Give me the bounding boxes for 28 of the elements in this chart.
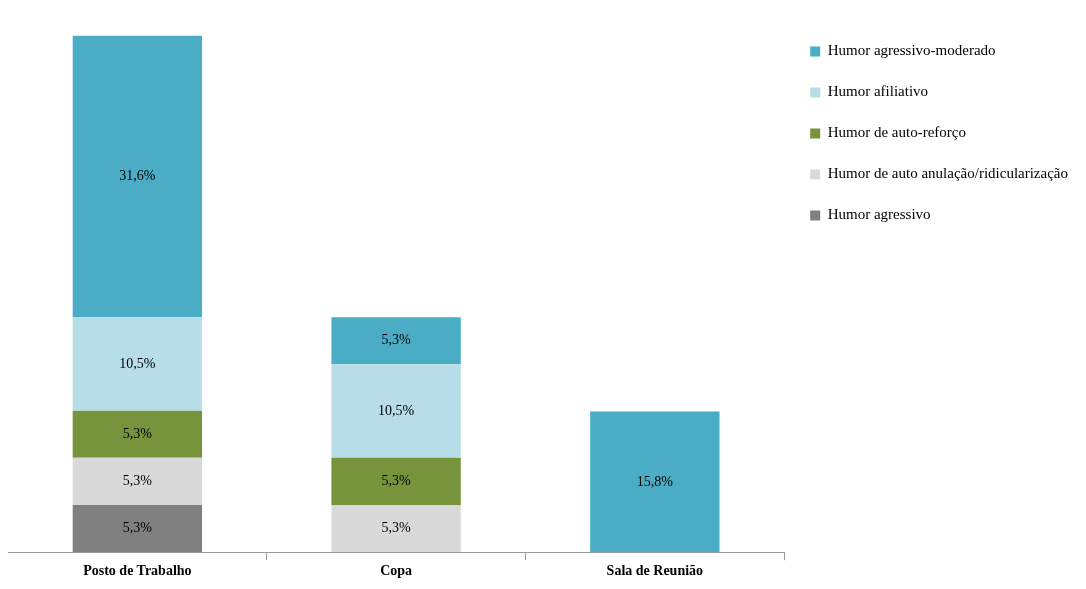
- data-label: 5,3%: [122, 520, 153, 536]
- bar: [331, 364, 461, 458]
- bar: [72, 505, 203, 553]
- data-label: 31,6%: [119, 168, 156, 184]
- data-label: 5,3%: [381, 473, 412, 489]
- bar: [72, 317, 203, 411]
- x-tick-label: Sala de Reunião: [606, 563, 704, 579]
- legend-label: Humor agressivo: [827, 206, 931, 223]
- data-label: 5,3%: [381, 520, 412, 536]
- data-label: 5,3%: [381, 332, 412, 348]
- bar: [590, 411, 720, 553]
- data-label: 10,5%: [378, 402, 415, 418]
- x-tick-label: Posto de Trabalho: [83, 563, 192, 579]
- data-label: 5,3%: [122, 473, 153, 489]
- legend-label: Humor agressivo-moderado: [827, 42, 996, 59]
- bar: [72, 457, 203, 506]
- x-tick-label: Copa: [380, 563, 413, 579]
- bar: [331, 457, 461, 506]
- data-label: 10,5%: [119, 355, 156, 371]
- legend-label: Humor de auto-reforço: [827, 124, 966, 141]
- legend-label: Humor afiliativo: [827, 83, 929, 100]
- data-label: 5,3%: [122, 425, 153, 441]
- bar: [72, 410, 203, 458]
- bar: [331, 505, 461, 553]
- legend-label: Humor de auto anulação/ridicularização: [827, 165, 1069, 182]
- bar: [331, 317, 461, 365]
- bar: [72, 35, 203, 318]
- data-label: 15,8%: [636, 473, 674, 489]
